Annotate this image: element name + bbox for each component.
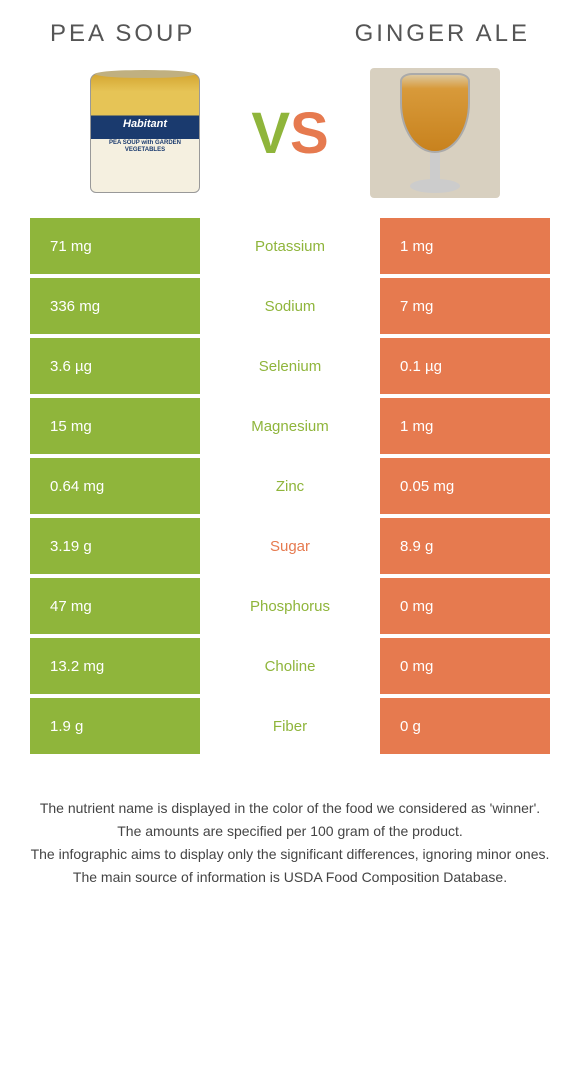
can-sub-label: PEA SOUP with GARDEN VEGETABLES <box>91 140 199 153</box>
soup-can-icon: Habitant PEA SOUP with GARDEN VEGETABLES <box>90 73 200 193</box>
images-row: Habitant PEA SOUP with GARDEN VEGETABLES… <box>0 58 580 218</box>
nutrient-name: Potassium <box>200 218 380 274</box>
right-value: 0 g <box>380 698 550 754</box>
left-value: 336 mg <box>30 278 200 334</box>
nutrient-name: Sugar <box>200 518 380 574</box>
table-row: 47 mgPhosphorus0 mg <box>30 578 550 634</box>
footer-line: The nutrient name is displayed in the co… <box>30 798 550 819</box>
ginger-ale-glass-icon <box>390 73 480 193</box>
left-value: 71 mg <box>30 218 200 274</box>
table-row: 3.6 µgSelenium0.1 µg <box>30 338 550 394</box>
nutrient-name: Selenium <box>200 338 380 394</box>
right-value: 0.05 mg <box>380 458 550 514</box>
footer-notes: The nutrient name is displayed in the co… <box>0 758 580 888</box>
right-value: 1 mg <box>380 398 550 454</box>
table-row: 336 mgSodium7 mg <box>30 278 550 334</box>
right-value: 8.9 g <box>380 518 550 574</box>
left-food-image: Habitant PEA SOUP with GARDEN VEGETABLES <box>80 68 210 198</box>
nutrient-name: Sodium <box>200 278 380 334</box>
table-row: 1.9 gFiber0 g <box>30 698 550 754</box>
nutrient-name: Phosphorus <box>200 578 380 634</box>
table-row: 15 mgMagnesium1 mg <box>30 398 550 454</box>
table-row: 13.2 mgCholine0 mg <box>30 638 550 694</box>
right-value: 0 mg <box>380 578 550 634</box>
nutrient-name: Fiber <box>200 698 380 754</box>
footer-line: The amounts are specified per 100 gram o… <box>30 821 550 842</box>
right-value: 1 mg <box>380 218 550 274</box>
right-value: 7 mg <box>380 278 550 334</box>
right-title: GINGER ALE <box>355 20 530 48</box>
left-value: 47 mg <box>30 578 200 634</box>
left-value: 1.9 g <box>30 698 200 754</box>
nutrient-name: Zinc <box>200 458 380 514</box>
right-food-image <box>370 68 500 198</box>
can-brand-label: Habitant <box>91 118 199 130</box>
vs-label: V S <box>251 100 328 167</box>
left-value: 3.19 g <box>30 518 200 574</box>
titles-row: PEA SOUP GINGER ALE <box>0 0 580 58</box>
footer-line: The infographic aims to display only the… <box>30 844 550 865</box>
nutrient-name: Choline <box>200 638 380 694</box>
nutrient-name: Magnesium <box>200 398 380 454</box>
left-value: 0.64 mg <box>30 458 200 514</box>
left-value: 13.2 mg <box>30 638 200 694</box>
table-row: 71 mgPotassium1 mg <box>30 218 550 274</box>
left-title: PEA SOUP <box>50 20 195 48</box>
vs-s: S <box>290 100 329 167</box>
left-value: 15 mg <box>30 398 200 454</box>
nutrient-table: 71 mgPotassium1 mg336 mgSodium7 mg3.6 µg… <box>0 218 580 754</box>
right-value: 0 mg <box>380 638 550 694</box>
footer-line: The main source of information is USDA F… <box>30 867 550 888</box>
table-row: 0.64 mgZinc0.05 mg <box>30 458 550 514</box>
right-value: 0.1 µg <box>380 338 550 394</box>
table-row: 3.19 gSugar8.9 g <box>30 518 550 574</box>
vs-v: V <box>251 100 290 167</box>
left-value: 3.6 µg <box>30 338 200 394</box>
